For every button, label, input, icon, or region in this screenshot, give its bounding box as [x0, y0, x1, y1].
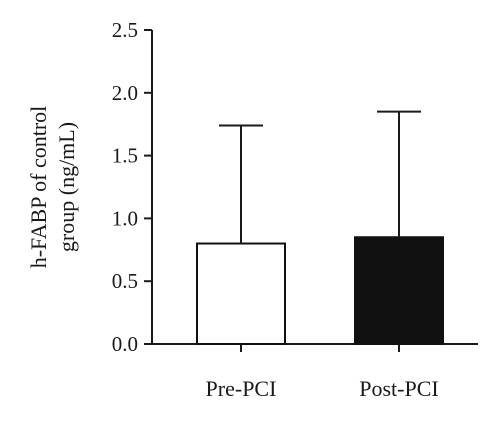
- y-tick-label: 0.0: [112, 332, 138, 356]
- y-tick-label: 1.0: [112, 206, 138, 230]
- bar-pre-pci: [196, 242, 286, 346]
- y-axis-label-line: h-FABP of control: [26, 106, 51, 269]
- bars: [196, 236, 444, 346]
- y-axis-label-line: group (ng/mL): [54, 122, 79, 252]
- y-axis-label: h-FABP of control group (ng/mL): [26, 106, 79, 269]
- y-axis: 0.0 0.5 1.0 1.5 2.0 2.5: [112, 18, 153, 356]
- y-tick-label: 2.5: [112, 18, 138, 42]
- x-axis: Pre-PCI Post-PCI: [152, 343, 478, 401]
- y-tick-label: 1.5: [112, 144, 138, 168]
- x-tick-label: Pre-PCI: [206, 376, 277, 401]
- y-tick-label: 2.0: [112, 81, 138, 105]
- y-tick-label: 0.5: [112, 269, 138, 293]
- error-bars: [219, 110, 421, 244]
- bar-post-pci: [354, 236, 444, 346]
- x-tick-label: Post-PCI: [359, 376, 438, 401]
